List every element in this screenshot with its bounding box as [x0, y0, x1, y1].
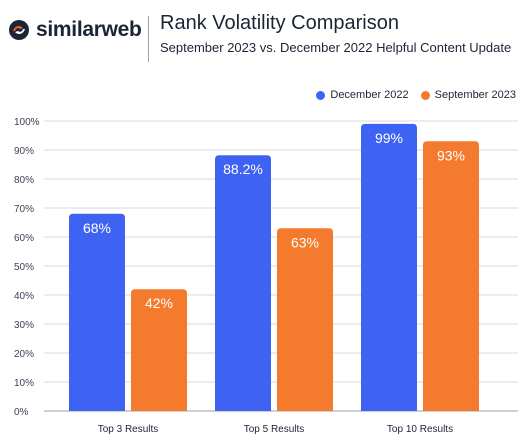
x-tick-label: Top 3 Results: [98, 424, 159, 435]
y-tick-label: 50%: [14, 262, 34, 273]
legend-label-september-2023: September 2023: [434, 89, 516, 101]
similarweb-logo-icon: [9, 20, 29, 40]
bar: [69, 213, 125, 411]
legend-swatch-september-2023: [420, 90, 430, 100]
similarweb-logo: similarweb: [8, 18, 142, 42]
y-tick-label: 40%: [14, 291, 34, 302]
y-tick-label: 70%: [14, 204, 34, 215]
legend-swatch-december-2022: [316, 90, 326, 100]
y-tick-label: 0%: [14, 407, 29, 418]
bar: [423, 141, 479, 412]
chart-header: similarweb Rank Volatility Comparison Se…: [0, 0, 530, 70]
y-tick-label: 100%: [14, 117, 40, 128]
chart-subtitle: September 2023 vs. December 2022 Helpful…: [160, 40, 512, 55]
bar: [131, 289, 187, 411]
x-tick-label: Top 10 Results: [387, 424, 453, 435]
legend-item-september-2023: September 2023: [420, 89, 516, 101]
brand-name: similarweb: [36, 18, 142, 41]
x-tick-label: Top 5 Results: [244, 424, 305, 435]
header-divider: [148, 16, 149, 62]
y-tick-label: 10%: [14, 378, 34, 389]
bar-value-label: 68%: [83, 220, 111, 236]
bar-value-label: 93%: [437, 147, 465, 163]
bar-value-label: 88.2%: [223, 161, 263, 177]
bar: [361, 123, 417, 412]
y-tick-label: 60%: [14, 233, 34, 244]
chart-legend: December 2022 September 2023: [304, 89, 516, 101]
y-tick-label: 90%: [14, 146, 34, 157]
bar: [215, 155, 271, 411]
legend-item-december-2022: December 2022: [316, 89, 409, 101]
chart-title: Rank Volatility Comparison: [160, 12, 399, 34]
bar-value-label: 63%: [291, 234, 319, 250]
legend-label-december-2022: December 2022: [330, 89, 409, 101]
y-tick-label: 20%: [14, 349, 34, 360]
y-tick-label: 80%: [14, 175, 34, 186]
bar-value-label: 99%: [375, 130, 403, 146]
y-tick-label: 30%: [14, 320, 34, 331]
bar: [277, 228, 333, 411]
bar-value-label: 42%: [145, 295, 173, 311]
